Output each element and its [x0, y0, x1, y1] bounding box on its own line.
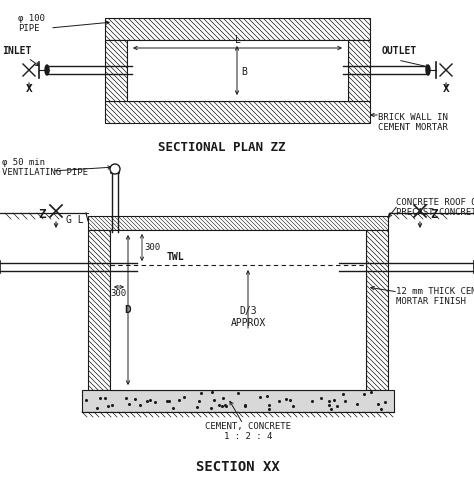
Text: OUTLET: OUTLET: [382, 46, 417, 56]
Bar: [105, 40, 127, 101]
Bar: [127, 40, 348, 101]
Bar: [128, 230, 137, 280]
Text: X: X: [443, 84, 449, 94]
Bar: [88, 216, 388, 230]
Bar: [127, 40, 348, 101]
Text: CONCRETE ROOF OR REMOVABLE
PRECAST CONCRETE SLABS: CONCRETE ROOF OR REMOVABLE PRECAST CONCR…: [396, 198, 474, 217]
Bar: [105, 18, 370, 40]
Text: 12 mm THICK CEMENT
MORTAR FINISH: 12 mm THICK CEMENT MORTAR FINISH: [396, 287, 474, 306]
Text: L: L: [235, 35, 240, 45]
Ellipse shape: [45, 65, 49, 75]
Bar: [339, 230, 348, 280]
Bar: [105, 101, 370, 123]
Text: 300: 300: [110, 289, 126, 298]
Bar: [88, 230, 110, 390]
Text: X: X: [26, 84, 32, 94]
Ellipse shape: [426, 65, 430, 75]
Text: INLET: INLET: [2, 46, 31, 56]
Bar: [110, 230, 366, 390]
Text: φ 100
PIPE: φ 100 PIPE: [18, 14, 45, 33]
Text: TWL: TWL: [167, 252, 185, 262]
Circle shape: [110, 164, 120, 174]
Text: Z: Z: [38, 209, 46, 222]
Text: D: D: [125, 305, 131, 315]
Text: SECTION XX: SECTION XX: [196, 460, 280, 474]
Text: SECTIONAL PLAN ZZ: SECTIONAL PLAN ZZ: [158, 141, 286, 154]
Text: CEMENT, CONCRETE
1 : 2 : 4: CEMENT, CONCRETE 1 : 2 : 4: [205, 422, 291, 441]
Bar: [366, 230, 388, 390]
Text: G L: G L: [66, 215, 83, 225]
Bar: [82, 390, 394, 412]
Text: D/3
APPROX: D/3 APPROX: [230, 306, 265, 328]
Text: Z: Z: [430, 209, 438, 222]
Text: φ 50 min
VENTILATING PIPE: φ 50 min VENTILATING PIPE: [2, 158, 88, 178]
Text: 300: 300: [144, 242, 160, 252]
Text: B: B: [241, 67, 247, 77]
Bar: [348, 40, 370, 101]
Text: BRICK WALL IN
CEMENT MORTAR: BRICK WALL IN CEMENT MORTAR: [378, 113, 448, 133]
